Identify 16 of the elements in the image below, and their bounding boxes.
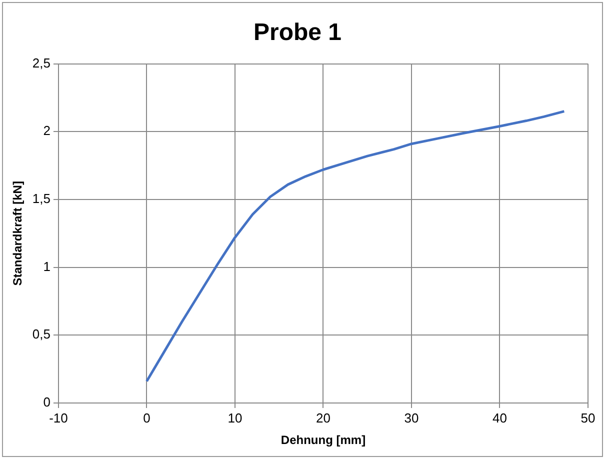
y-tick-label: 0,5 [32, 326, 50, 342]
y-tick-label: 1 [43, 258, 50, 274]
x-tick-label: 10 [228, 410, 242, 426]
y-tick-label: 0 [43, 394, 50, 410]
y-tick-label: 2 [43, 123, 50, 138]
x-axis-title: Dehnung [mm] [280, 433, 366, 448]
x-tick-label: 50 [580, 410, 596, 426]
x-tick-label: 0 [143, 410, 150, 426]
y-axis-title: Standardkraft [kN] [10, 181, 25, 286]
x-tick-label: -10 [49, 410, 68, 426]
y-tick-label: 1,5 [32, 191, 50, 206]
x-tick-label: 40 [492, 410, 507, 426]
x-tick-label: 20 [316, 410, 330, 426]
x-tick-label: 30 [404, 410, 419, 426]
chart-title: Probe 1 [253, 19, 342, 46]
y-tick-label: 2,5 [32, 55, 50, 70]
